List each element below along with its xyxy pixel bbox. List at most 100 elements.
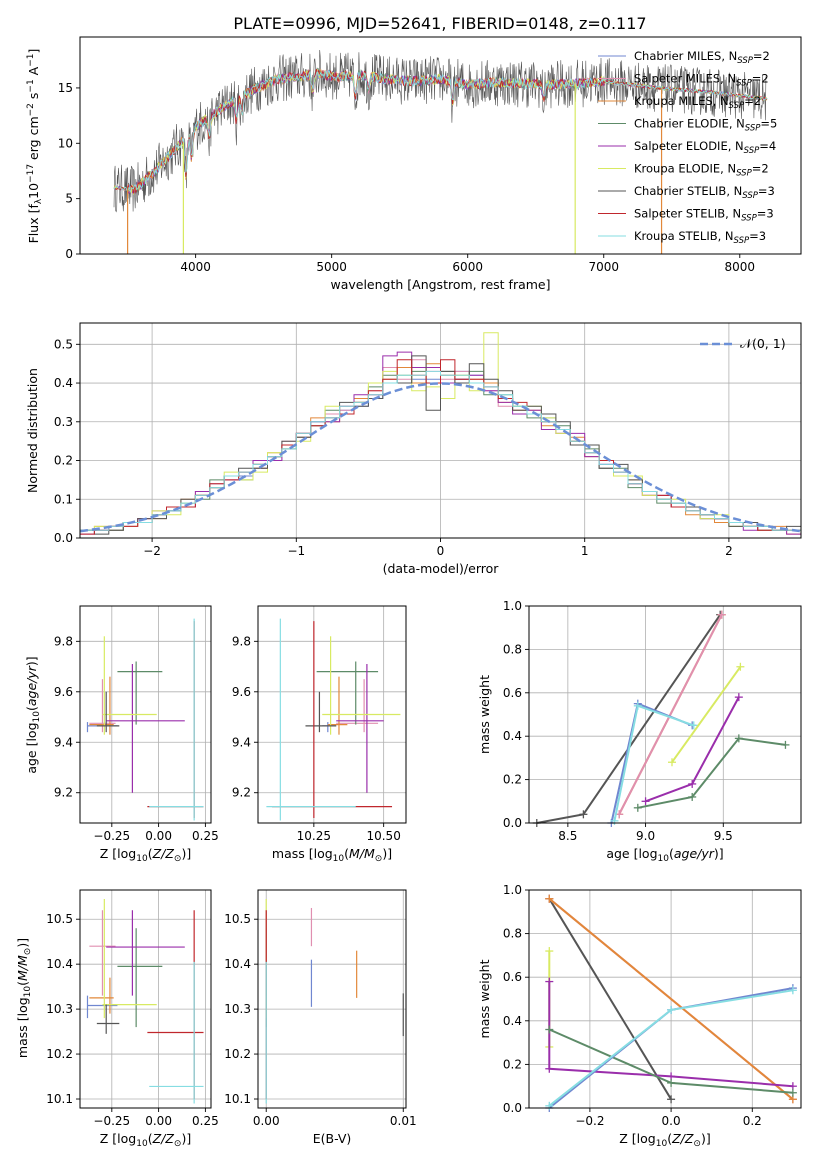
x-axis-label-part: )] — [181, 846, 191, 861]
x-tick-label: −0.25 — [93, 1114, 130, 1128]
legend-label-sub: SSP — [734, 236, 750, 246]
x-tick-label: 10.50 — [366, 829, 400, 843]
x-axis-label: E(B-V) — [313, 1131, 352, 1146]
x-tick-label: 10.25 — [297, 829, 331, 843]
x-axis-label-part: Z [log — [100, 846, 136, 861]
y-tick-label: 0.8 — [503, 927, 522, 941]
x-axis-label: Z [log10(Z/Z⊙)] — [100, 846, 191, 864]
x-tick-label: 0.0 — [662, 1114, 681, 1128]
weight-line-salpeter-elodie — [548, 981, 793, 1088]
age-vs-metallicity-panel: age [log10(age/yr)] −0.25 0.00 0.25 9.2 9.4 9… — [24, 605, 219, 864]
x-tick-label: 0.25 — [192, 1114, 219, 1128]
legend-label: Chabrier ELODIE, NSSP=5 — [634, 117, 777, 134]
x-axis-label-part: ⊙ — [174, 1139, 182, 1149]
legend-label-sub: SSP — [742, 191, 758, 201]
spectrum-panel: Flux [fλ10−17 erg cm−2 s−1 A−1] 4000 5000… — [26, 36, 802, 292]
legend-label-suffix: =4 — [759, 139, 776, 153]
y-tick-label: 10.1 — [224, 1092, 251, 1106]
age-vs-mass-panel: 10.25 10.50 9.2 9.4 9.6 9.8 mass [log10(M/M⊙)] — [232, 605, 407, 864]
x-tick-label: −0.25 — [93, 829, 130, 843]
y-tick-label: 1.0 — [503, 599, 522, 613]
legend-label-suffix: =5 — [760, 117, 777, 131]
mass-ylabel: mass [log10(M/M⊙)] — [15, 938, 33, 1058]
x-tick-label: 0.25 — [192, 829, 219, 843]
x-tick-label: 7000 — [588, 260, 619, 274]
spectrum-line-chabrier-elodie — [113, 68, 768, 194]
weight-line-chabrier-stelib — [536, 614, 722, 824]
y-tick-label: 0.2 — [54, 454, 73, 468]
mass-weight-vs-age-panel: 8.5 9.0 9.5 0.0 0.2 0.4 0.6 0.8 1.0 age [log10(ag… — [477, 599, 802, 864]
x-tick-label: −1 — [287, 544, 305, 558]
y-tick-label: 0 — [65, 247, 73, 261]
x-axis-label-part: Z [log — [619, 1131, 655, 1146]
x-tick-label: 2 — [725, 544, 733, 558]
y-tick-label: 10.2 — [46, 1047, 73, 1061]
x-axis-label-part: ( — [148, 1131, 153, 1146]
legend-label: Chabrier STELIB, NSSP=3 — [634, 184, 775, 201]
y-tick-label: 0.0 — [54, 531, 73, 545]
x-axis-label-part: 10 — [136, 1139, 148, 1149]
x-tick-label: 5000 — [316, 260, 347, 274]
x-tick-label: 0.00 — [145, 829, 172, 843]
legend-label-sub: SSP — [729, 101, 745, 111]
y-tick-label: 9.4 — [54, 735, 73, 749]
axes-frame — [257, 889, 407, 1109]
spectrum-line-kroupa-stelib — [113, 70, 768, 193]
x-axis-label-part: Z/Z — [152, 846, 175, 861]
mass-weight-vs-metallicity-panel: −0.2 0.0 0.2 0.0 0.2 0.4 0.6 0.8 1.0 Z [log10(Z/Z… — [477, 883, 802, 1149]
legend-label-sub: SSP — [737, 56, 753, 66]
legend-label: Kroupa ELODIE, NSSP=2 — [634, 162, 769, 179]
x-axis-label-part: Z [log — [100, 1131, 136, 1146]
y-tick-label: 10.4 — [224, 957, 251, 971]
legend-label-suffix: =2 — [752, 162, 769, 176]
x-axis-label-part: )] — [714, 846, 724, 861]
x-tick-label: 0.00 — [145, 1114, 172, 1128]
y-tick-label: 0.4 — [503, 1014, 522, 1028]
x-axis-label-part: age [log — [606, 846, 657, 861]
x-axis-label-part: ⊙ — [693, 1139, 701, 1149]
y-tick-label: 15 — [58, 81, 73, 95]
y-tick-label: 9.4 — [232, 735, 251, 749]
axes-frame — [257, 605, 407, 824]
x-tick-label: 8.5 — [558, 829, 577, 843]
x-axis-label-part: 10 — [656, 1139, 668, 1149]
y-tick-label: 0.6 — [503, 970, 522, 984]
weight-line-chabrier-stelib — [548, 898, 672, 1100]
y-tick-label: 1.0 — [503, 883, 522, 897]
legend-label-sub: SSP — [736, 169, 752, 179]
legend-label-sub: SSP — [741, 214, 757, 224]
x-tick-label: 0.00 — [253, 1114, 280, 1128]
x-axis-label-part: ( — [344, 846, 349, 861]
legend-label-text: Kroupa MILES, N — [634, 94, 729, 108]
x-tick-label: −2 — [143, 544, 161, 558]
y-tick-label: 0.5 — [54, 337, 73, 351]
y-tick-label: 10.3 — [224, 1002, 251, 1016]
y-tick-label: 10.4 — [46, 957, 73, 971]
x-tick-label: 9.0 — [636, 829, 655, 843]
legend-label-text: Salpeter ELODIE, N — [634, 139, 744, 153]
x-axis-label-part: M/M — [349, 846, 375, 861]
x-axis-label: wavelength [Angstrom, rest frame] — [330, 277, 550, 292]
spectrum-ylabel: Flux [fλ10−17 erg cm−2 s−1 A−1] — [26, 49, 44, 244]
mass-vs-extinction-panel: 0.00 0.01 10.1 10.2 10.3 10.4 10.5 E(B-V) — [224, 889, 417, 1146]
mass-vs-metallicity-panel: mass [log10(M/M⊙)] −0.25 0.00 0.25 10.1 10.2… — [15, 889, 219, 1149]
y-tick-label: 10.1 — [46, 1092, 73, 1106]
axes-frame — [79, 889, 212, 1109]
y-tick-label: 9.6 — [54, 685, 73, 699]
y-tick-label: 9.8 — [54, 634, 73, 648]
x-axis-label-part: ( — [667, 1131, 672, 1146]
legend-label-text: Kroupa ELODIE, N — [634, 162, 736, 176]
legend-label: 𝒩(0, 1) — [740, 336, 786, 351]
x-axis-label-part: age/yr — [674, 846, 715, 861]
legend-label-suffix: =3 — [758, 184, 775, 198]
y-tick-label: 5 — [65, 192, 73, 206]
legend-label-text: Chabrier ELODIE, N — [634, 117, 745, 131]
legend-label-sub: SSP — [745, 124, 761, 134]
y-tick-label: 10.3 — [46, 1002, 73, 1016]
x-tick-label: 1 — [581, 544, 589, 558]
legend-label-suffix: =2 — [753, 49, 770, 63]
legend-label: Salpeter ELODIE, NSSP=4 — [634, 139, 776, 156]
y-tick-label: 0.0 — [503, 816, 522, 830]
x-axis-label-part: )] — [382, 846, 392, 861]
